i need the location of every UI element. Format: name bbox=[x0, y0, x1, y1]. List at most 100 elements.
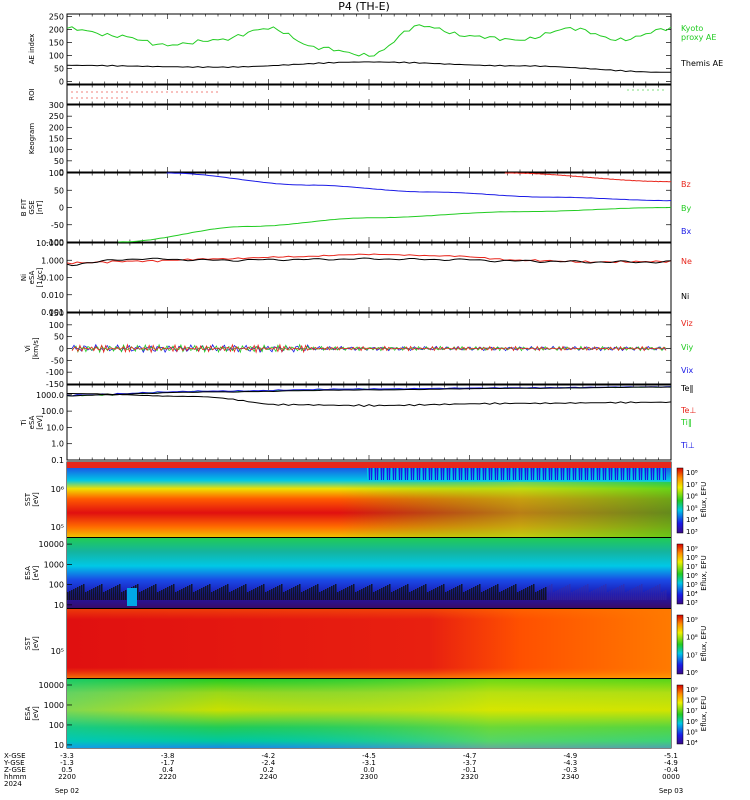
colorbar-tick: 10⁶ bbox=[686, 669, 698, 677]
sst-noise bbox=[409, 468, 410, 480]
roi-flag bbox=[652, 89, 654, 91]
y-tick-label: 50 bbox=[54, 333, 64, 342]
esa-ion-noise bbox=[515, 584, 517, 600]
legend-viy: Viy bbox=[681, 343, 694, 352]
sst-noise bbox=[627, 468, 628, 480]
esa-ion-noise bbox=[655, 586, 657, 600]
esa-ion-noise bbox=[83, 584, 85, 600]
esa-ion-noise bbox=[225, 585, 227, 600]
sst-noise bbox=[391, 468, 392, 480]
sst-noise bbox=[457, 468, 458, 480]
esa-ion-noise bbox=[235, 589, 237, 600]
legend-bz: Bz bbox=[681, 180, 691, 189]
sst-noise bbox=[609, 468, 610, 480]
sst-noise bbox=[599, 468, 600, 480]
esa-ion-noise bbox=[563, 587, 565, 600]
esa-ion-noise bbox=[615, 588, 617, 600]
esa-ion-noise bbox=[179, 590, 181, 600]
y-tick-label: 10.0 bbox=[46, 423, 64, 432]
y-tick-label: 150 bbox=[49, 39, 64, 48]
esa-ion-noise bbox=[237, 588, 239, 600]
esa-ion-noise bbox=[657, 585, 659, 600]
y-tick-label: 10⁶ bbox=[51, 485, 64, 494]
y-axis-label: [1/cc] bbox=[36, 267, 44, 287]
esa-ion-noise bbox=[261, 585, 263, 600]
esa-ion-noise bbox=[363, 588, 365, 600]
esa-ion-noise bbox=[461, 584, 463, 600]
y-axis-label: [eV] bbox=[36, 415, 44, 430]
esa-ion-noise bbox=[503, 590, 505, 600]
esa-ion-noise bbox=[365, 587, 367, 600]
sst-noise bbox=[511, 468, 512, 480]
roi-flag bbox=[637, 89, 639, 91]
panel-sst-ion: SST [eV] 10⁶ 10⁵ 10⁸ 10⁷ 10⁶ 10⁵ 10⁴ 10³ Eflux, EF… bbox=[24, 461, 708, 538]
heatmap-esa-electron-trend bbox=[67, 679, 671, 748]
sst-noise bbox=[613, 468, 614, 480]
esa-ion-noise bbox=[623, 584, 625, 600]
sst-noise bbox=[407, 468, 408, 480]
esa-ion-noise bbox=[513, 585, 515, 600]
sst-noise bbox=[367, 468, 368, 480]
esa-ion-noise bbox=[255, 588, 257, 600]
esa-ion-noise bbox=[319, 592, 321, 600]
footer-tick-value: 2340 bbox=[561, 773, 579, 781]
esa-ion-noise bbox=[601, 586, 603, 600]
esa-ion-noise bbox=[627, 591, 629, 600]
roi-flag bbox=[116, 91, 118, 93]
esa-ion-noise bbox=[259, 586, 261, 600]
y-tick-label: 0 bbox=[59, 77, 64, 86]
legend-ne: Ne bbox=[681, 257, 692, 266]
colorbar-tick: 10⁹ bbox=[686, 545, 698, 553]
esa-ion-noise bbox=[175, 592, 177, 600]
sst-noise bbox=[537, 468, 538, 480]
footer-tick-value: -4.7 bbox=[463, 752, 477, 760]
roi-flag bbox=[151, 91, 153, 93]
esa-ion-noise bbox=[567, 585, 569, 600]
esa-ion-noise bbox=[247, 592, 249, 600]
sst-noise bbox=[611, 468, 612, 480]
esa-ion-noise bbox=[377, 590, 379, 600]
colorbar-tick: 10⁸ bbox=[686, 697, 698, 705]
legend-ti-perp: Ti⊥ bbox=[680, 441, 695, 450]
roi-flag bbox=[171, 91, 173, 93]
sst-noise bbox=[491, 468, 492, 480]
esa-ion-noise bbox=[487, 589, 489, 600]
y-tick-label: 0 bbox=[59, 204, 64, 213]
y-tick-label: 200 bbox=[49, 123, 64, 132]
footer-tick-value: 0000 bbox=[662, 773, 680, 781]
y-tick-label: 1000.0 bbox=[36, 391, 64, 400]
panel-keogram-frame bbox=[66, 104, 672, 173]
colorbar-tick: 10⁸ bbox=[686, 634, 698, 642]
esa-ion-noise bbox=[379, 589, 381, 600]
panel-ae-frame bbox=[66, 13, 672, 85]
esa-ion-noise bbox=[399, 588, 401, 600]
esa-ion-noise bbox=[123, 591, 125, 600]
esa-ion-noise bbox=[107, 590, 109, 600]
footer-tick-value: -0.3 bbox=[563, 766, 577, 774]
y-axis-label: ESA bbox=[24, 566, 32, 580]
sst-noise bbox=[447, 468, 448, 480]
roi-flag bbox=[81, 97, 83, 99]
esa-ion-noise bbox=[467, 590, 469, 600]
esa-ion-noise bbox=[537, 591, 539, 600]
esa-ion-noise bbox=[633, 588, 635, 600]
esa-ion-noise bbox=[491, 587, 493, 600]
esa-ion-noise bbox=[313, 586, 315, 600]
roi-flag bbox=[71, 97, 73, 99]
sst-noise bbox=[513, 468, 514, 480]
y-tick-label: 100 bbox=[49, 169, 64, 178]
y-tick-label: 100 bbox=[49, 146, 64, 155]
y-tick-label: 10 bbox=[54, 601, 64, 610]
esa-ion-noise bbox=[367, 586, 369, 600]
series-ti-drop bbox=[67, 393, 672, 408]
sst-noise bbox=[585, 468, 586, 480]
y-tick-label: 50 bbox=[54, 64, 64, 73]
sst-noise bbox=[539, 468, 540, 480]
esa-ion-noise bbox=[413, 590, 415, 600]
roi-flag bbox=[211, 91, 213, 93]
esa-ion-noise bbox=[431, 590, 433, 600]
sst-noise bbox=[527, 468, 528, 480]
y-axis-label: [eV] bbox=[32, 565, 40, 580]
y-axis-label: GSE bbox=[28, 200, 36, 214]
colorbar-tick: 10⁴ bbox=[686, 590, 698, 598]
